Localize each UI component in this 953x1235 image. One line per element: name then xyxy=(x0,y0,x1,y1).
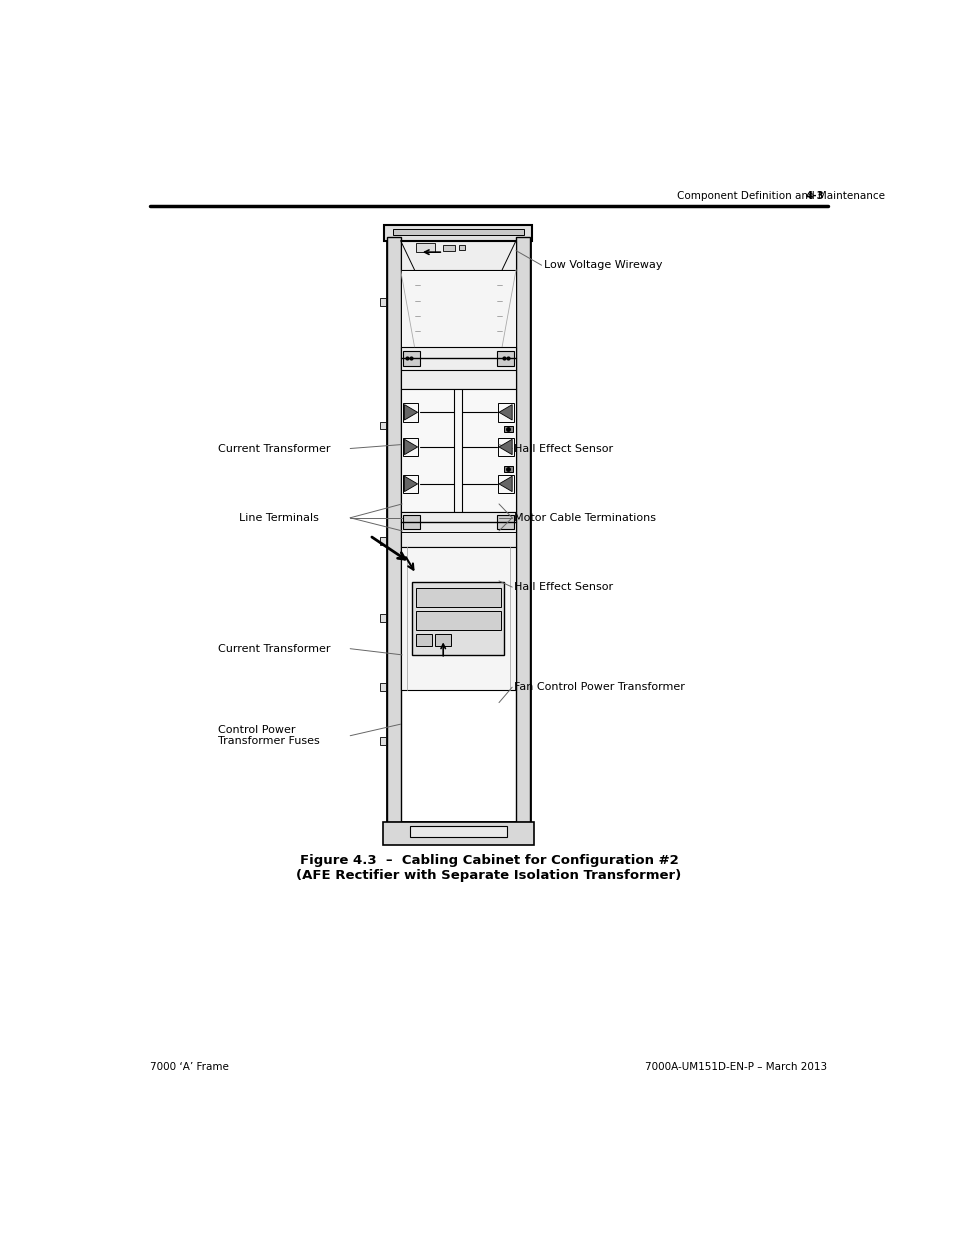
Bar xyxy=(435,634,451,646)
Bar xyxy=(380,537,385,545)
Bar xyxy=(380,614,385,621)
Bar xyxy=(443,246,455,252)
Bar xyxy=(497,474,513,493)
Bar xyxy=(400,389,516,513)
Text: Hall Effect Sensor: Hall Effect Sensor xyxy=(514,582,613,592)
Bar xyxy=(400,347,516,389)
Text: Hall Effect Sensor: Hall Effect Sensor xyxy=(514,443,613,453)
Text: Line Terminals: Line Terminals xyxy=(239,513,319,522)
Bar xyxy=(382,823,534,845)
Bar xyxy=(380,683,385,692)
Bar xyxy=(400,270,516,347)
Bar xyxy=(416,588,500,608)
Text: 4-3: 4-3 xyxy=(804,190,823,200)
Polygon shape xyxy=(404,440,417,454)
Bar xyxy=(416,243,435,252)
Bar xyxy=(402,437,418,456)
Text: Fan Control Power Transformer: Fan Control Power Transformer xyxy=(514,682,684,692)
Text: Low Voltage Wireway: Low Voltage Wireway xyxy=(543,261,661,270)
Text: 7000A-UM151D-EN-P – March 2013: 7000A-UM151D-EN-P – March 2013 xyxy=(645,1062,827,1072)
Text: 7000 ‘A’ Frame: 7000 ‘A’ Frame xyxy=(150,1062,229,1072)
Bar xyxy=(400,547,516,689)
Bar xyxy=(380,737,385,745)
Bar xyxy=(380,299,385,306)
Text: Transformer Fuses: Transformer Fuses xyxy=(218,736,320,746)
Bar xyxy=(402,403,418,421)
Bar xyxy=(412,582,504,655)
Text: Motor Cable Terminations: Motor Cable Terminations xyxy=(514,513,656,522)
Bar xyxy=(410,826,506,837)
Bar xyxy=(400,241,516,270)
Bar xyxy=(516,237,530,823)
Bar xyxy=(497,515,513,529)
Bar xyxy=(402,351,419,366)
Bar xyxy=(503,426,513,432)
Polygon shape xyxy=(498,440,512,454)
Bar xyxy=(503,466,513,472)
Bar xyxy=(380,421,385,430)
Bar xyxy=(458,246,464,249)
Bar xyxy=(416,634,431,646)
Text: Component Definition and Maintenance: Component Definition and Maintenance xyxy=(677,190,884,200)
Bar xyxy=(386,237,530,823)
Text: Current Transformer: Current Transformer xyxy=(218,643,331,653)
Bar xyxy=(497,351,513,366)
Bar xyxy=(384,225,532,241)
Bar xyxy=(416,611,500,630)
Bar xyxy=(402,474,418,493)
Bar xyxy=(400,513,516,547)
Text: Current Transformer: Current Transformer xyxy=(218,443,331,453)
Bar xyxy=(497,403,513,421)
Bar xyxy=(393,228,523,235)
Bar xyxy=(402,515,419,529)
Bar xyxy=(386,237,400,823)
Polygon shape xyxy=(404,405,417,420)
Polygon shape xyxy=(404,477,417,492)
Bar xyxy=(497,437,513,456)
Polygon shape xyxy=(498,405,512,420)
Text: Control Power: Control Power xyxy=(218,725,295,735)
Polygon shape xyxy=(498,477,512,492)
Text: (AFE Rectifier with Separate Isolation Transformer): (AFE Rectifier with Separate Isolation T… xyxy=(296,869,680,882)
Text: Figure 4.3  –  Cabling Cabinet for Configuration #2: Figure 4.3 – Cabling Cabinet for Configu… xyxy=(299,853,678,867)
